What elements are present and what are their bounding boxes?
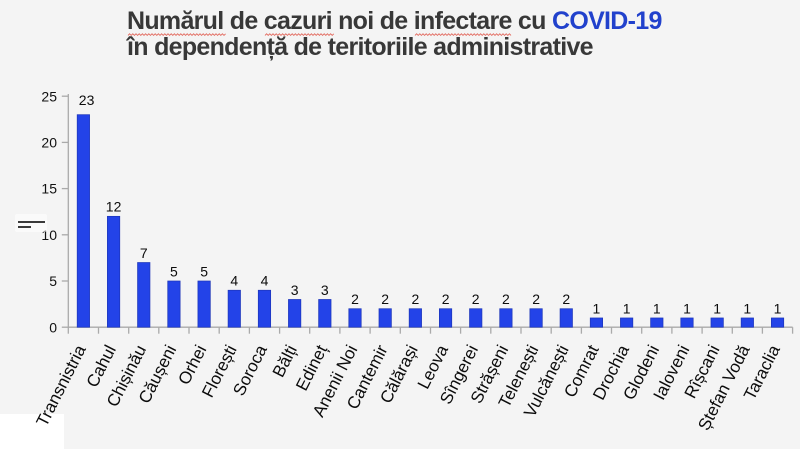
svg-text:2: 2 bbox=[351, 291, 359, 307]
svg-text:1: 1 bbox=[683, 300, 691, 316]
svg-text:2: 2 bbox=[562, 291, 570, 307]
svg-text:1: 1 bbox=[623, 300, 631, 316]
svg-text:4: 4 bbox=[230, 273, 238, 289]
svg-text:5: 5 bbox=[200, 263, 208, 279]
svg-text:2: 2 bbox=[532, 291, 540, 307]
svg-text:20: 20 bbox=[41, 135, 57, 151]
svg-text:2: 2 bbox=[502, 291, 510, 307]
svg-text:2: 2 bbox=[472, 291, 480, 307]
svg-text:Transnistria: Transnistria bbox=[33, 342, 90, 430]
svg-text:Bălți: Bălți bbox=[269, 342, 301, 380]
svg-text:2: 2 bbox=[381, 291, 389, 307]
svg-text:12: 12 bbox=[106, 199, 122, 215]
svg-text:7: 7 bbox=[140, 245, 148, 261]
svg-text:1: 1 bbox=[774, 300, 782, 316]
svg-text:0: 0 bbox=[49, 319, 57, 335]
svg-text:1: 1 bbox=[713, 300, 721, 316]
svg-text:1: 1 bbox=[743, 300, 751, 316]
svg-text:1: 1 bbox=[653, 300, 661, 316]
svg-text:5: 5 bbox=[49, 273, 57, 289]
svg-text:1: 1 bbox=[593, 300, 601, 316]
svg-text:4: 4 bbox=[261, 273, 269, 289]
svg-text:2: 2 bbox=[412, 291, 420, 307]
svg-text:2: 2 bbox=[442, 291, 450, 307]
svg-text:5: 5 bbox=[170, 263, 178, 279]
svg-text:3: 3 bbox=[291, 282, 299, 298]
svg-text:15: 15 bbox=[41, 181, 57, 197]
svg-text:3: 3 bbox=[321, 282, 329, 298]
svg-text:23: 23 bbox=[79, 92, 95, 108]
svg-text:25: 25 bbox=[41, 88, 57, 104]
